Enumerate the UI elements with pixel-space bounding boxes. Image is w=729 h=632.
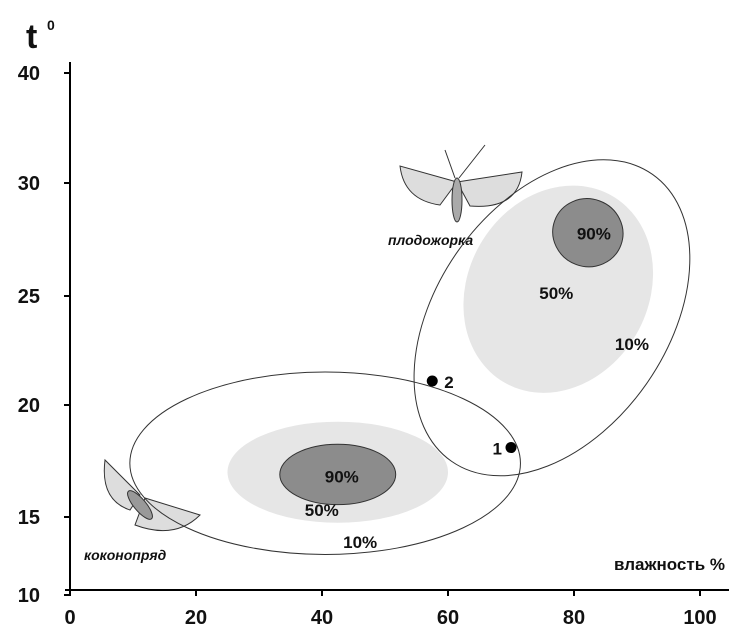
region-label: 50% [305,501,339,520]
region [413,159,691,477]
region-label: 10% [343,533,377,552]
point [426,375,438,387]
x-tick-label: 20 [185,607,207,629]
y-axis-label: t [26,18,37,56]
region [129,371,521,555]
region-label: 10% [615,335,649,354]
region [279,443,397,506]
moth-top [399,144,523,223]
annotation: коконопряд [84,547,167,563]
x-tick-label: 80 [563,607,585,629]
x-tick-label: 0 [64,607,75,629]
region-label: 50% [539,284,573,303]
y-tick-label: 25 [18,286,40,308]
y-tick-label: 40 [18,63,40,85]
region-label: 90% [577,225,611,244]
x-tick-label: 100 [683,607,716,629]
point [505,442,517,454]
region-label: 90% [325,467,359,486]
annotation: плодожорка [388,232,473,248]
point-label: 2 [444,373,453,392]
y-tick-label: 20 [18,395,40,417]
moth-left [103,458,201,532]
y-axis-label-sup: 0 [47,17,55,33]
point-label: 1 [493,440,502,459]
y-tick-label: 15 [18,507,40,529]
x-axis-label: влажность % [614,555,725,574]
y-tick-label: 30 [18,173,40,195]
y-tick-label: 10 [18,585,40,607]
x-tick-label: 60 [437,607,459,629]
region [552,198,624,268]
x-tick-label: 40 [311,607,333,629]
